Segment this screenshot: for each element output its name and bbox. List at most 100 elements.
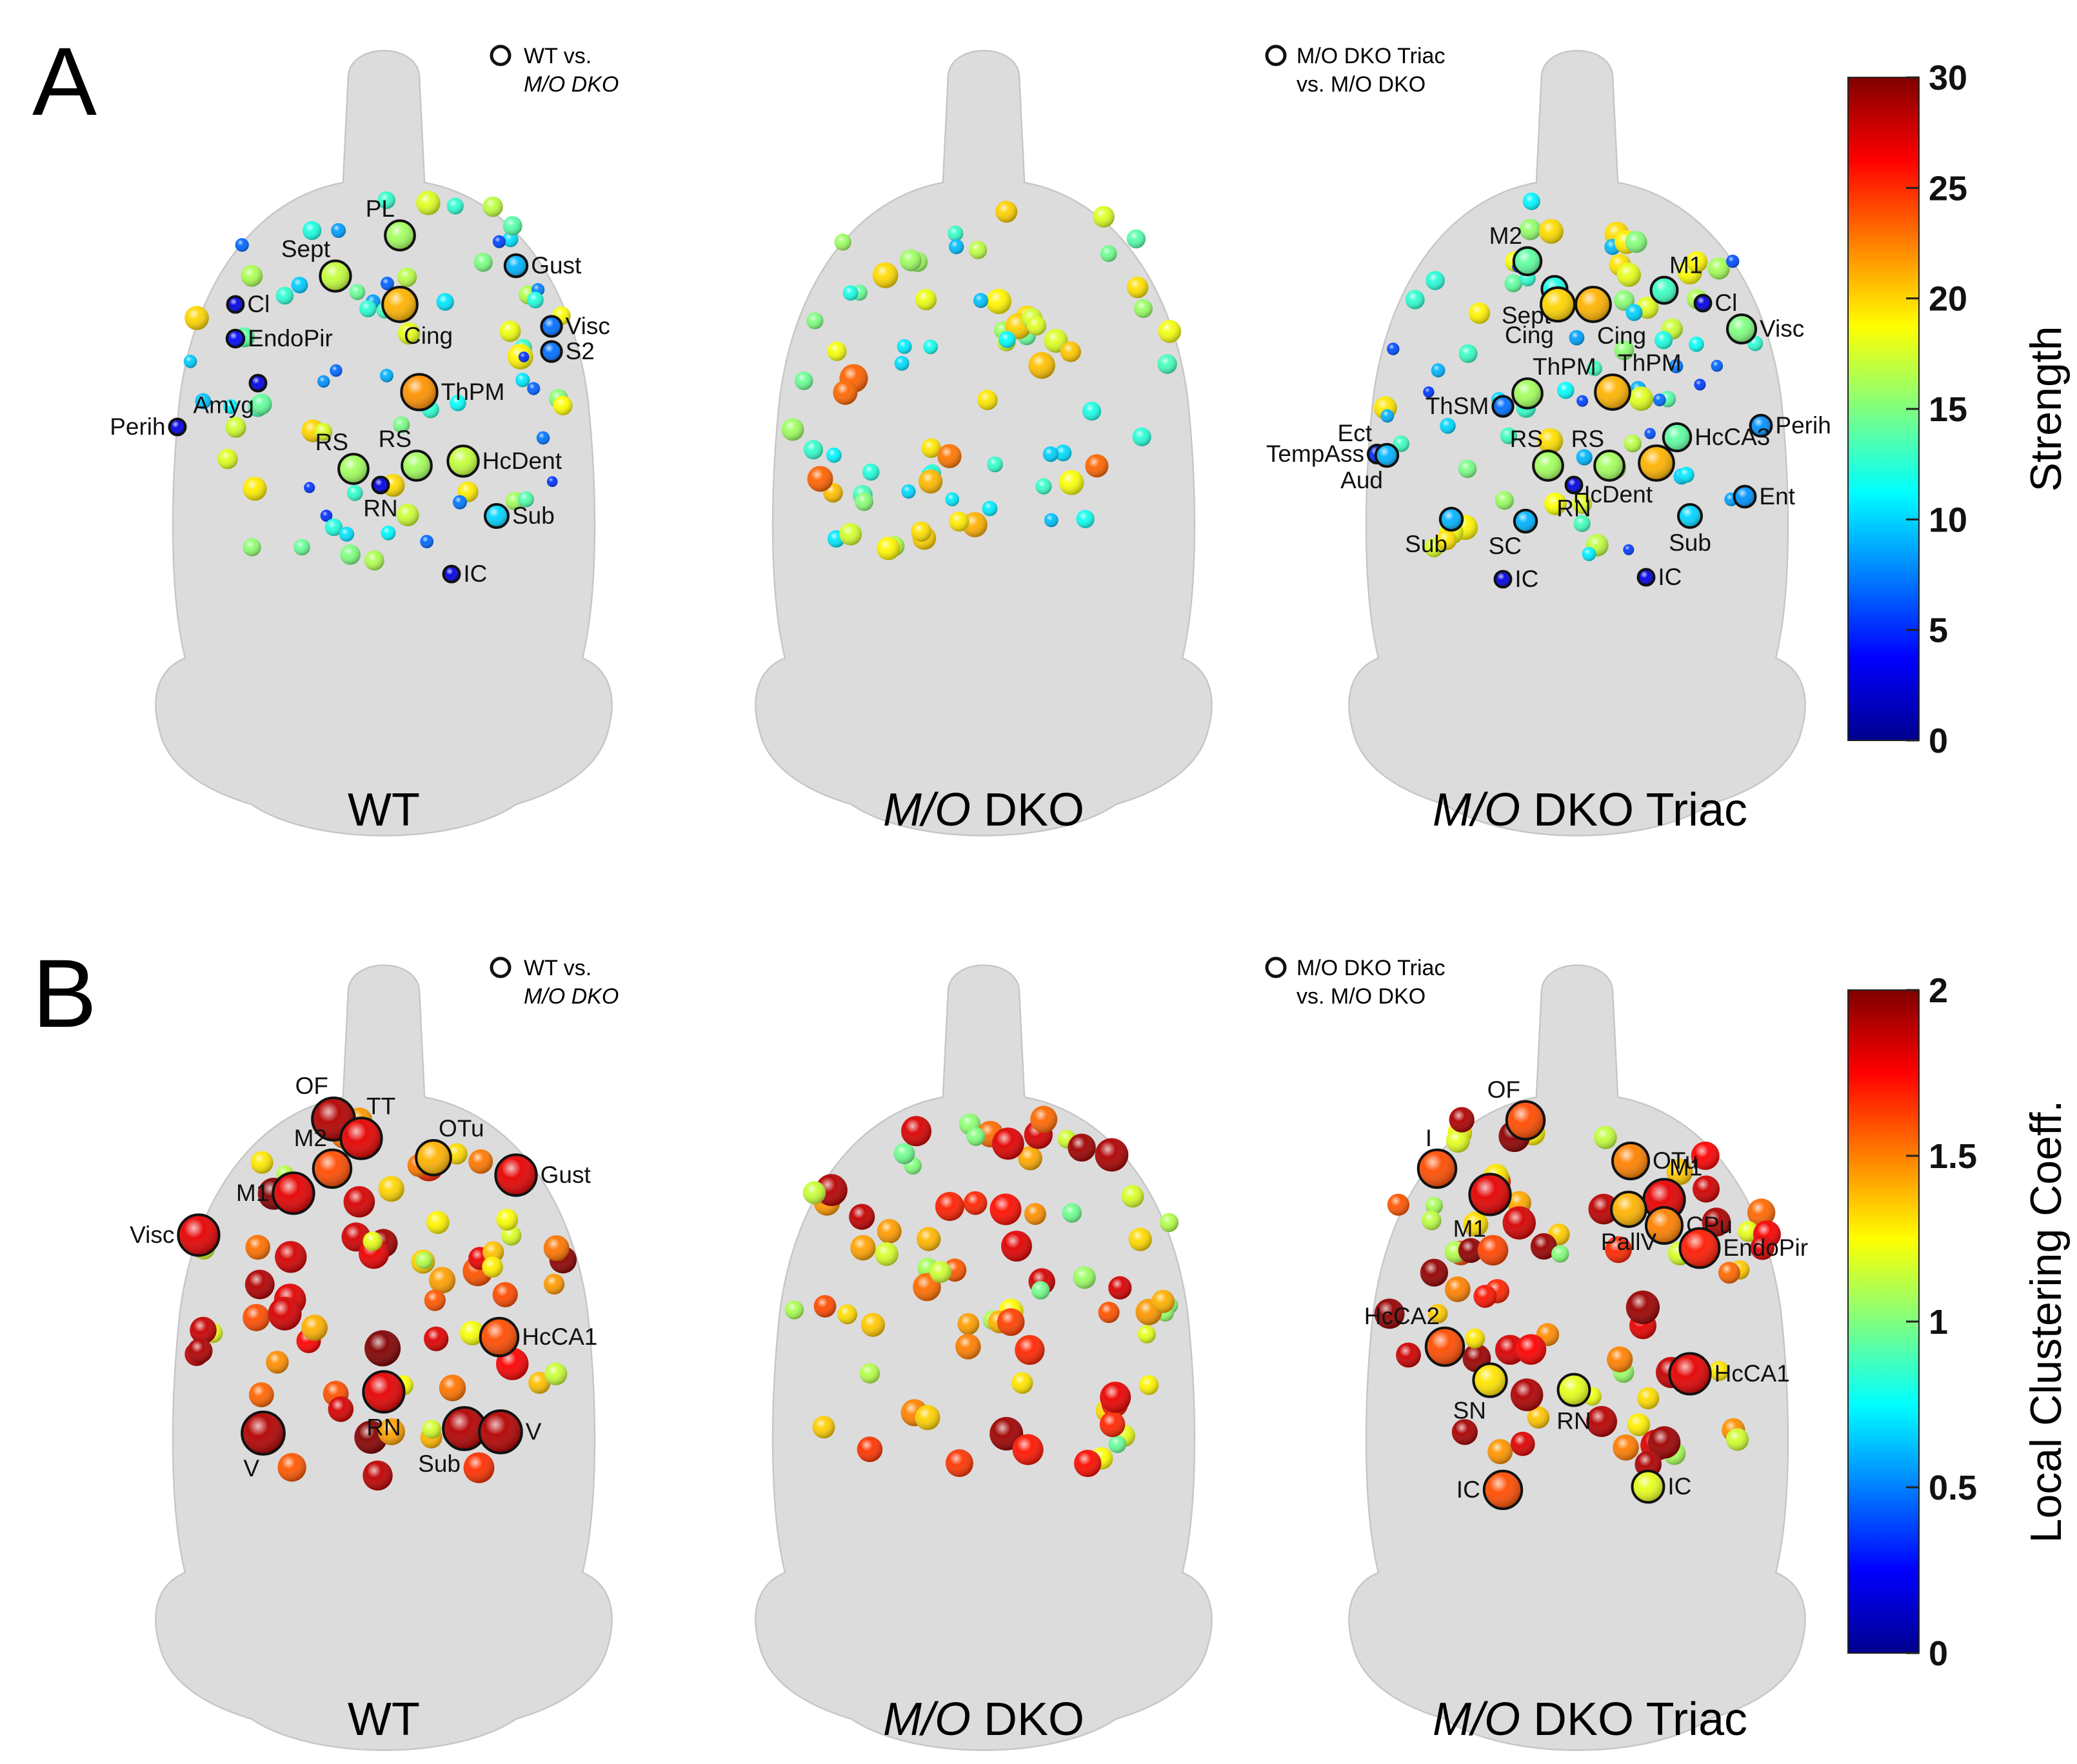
- brain-node: [268, 1296, 302, 1331]
- region-label: RN: [1556, 1407, 1591, 1434]
- colorbar-title: Strength: [2022, 326, 2071, 491]
- brain-node: [244, 1269, 275, 1300]
- region-label: IC: [1658, 564, 1682, 590]
- brain-node: [331, 223, 346, 238]
- legend-line1: M/O DKO Triac: [1297, 44, 1445, 68]
- legend-line2: vs. M/O DKO: [1297, 984, 1426, 1009]
- colorbar-tick-label: 0: [1929, 722, 1948, 760]
- brain-node: [340, 544, 361, 565]
- brain-node: [1451, 1419, 1478, 1445]
- brain-node: [195, 393, 212, 410]
- brain-node: [243, 477, 267, 501]
- brain-node: [1444, 1276, 1471, 1302]
- brain-node: [949, 511, 969, 532]
- brain-node: [1158, 320, 1182, 343]
- brain-node: [915, 288, 937, 311]
- region-label: OF: [1487, 1076, 1520, 1103]
- region-label: RS: [315, 429, 348, 455]
- highlighted-node: [1725, 313, 1758, 345]
- brain-node: [1616, 263, 1641, 287]
- brain-node: [1028, 352, 1055, 379]
- brain-node: [957, 1313, 980, 1335]
- brain-node: [962, 512, 988, 537]
- highlighted-node: [226, 295, 245, 314]
- brain-node: [837, 1304, 857, 1325]
- brain-node: [1502, 1206, 1536, 1240]
- brain-node: [802, 1181, 826, 1204]
- highlighted-node: [272, 1171, 315, 1215]
- brain-node: [250, 393, 272, 415]
- brain-node: [948, 239, 964, 255]
- brain-node: [1576, 449, 1593, 466]
- highlighted-node: [1472, 1362, 1508, 1398]
- brain-node: [803, 440, 824, 460]
- colorbar-tick-label: 10: [1929, 500, 1967, 539]
- brain-node: [378, 1176, 404, 1202]
- brain-node: [250, 1151, 273, 1174]
- brain-node: [1544, 492, 1567, 515]
- brain-node: [1707, 257, 1730, 280]
- highlighted-node: [540, 340, 563, 363]
- highlighted-node: [1438, 506, 1464, 532]
- brain-node: [872, 262, 899, 288]
- brain-node: [1629, 386, 1654, 411]
- highlighted-node: [1564, 475, 1584, 495]
- region-label: Visc: [566, 313, 610, 339]
- brain-node: [1157, 354, 1177, 374]
- brain-node: [1750, 1235, 1774, 1260]
- brain-node: [1504, 274, 1523, 293]
- brain-node: [1068, 1133, 1096, 1162]
- brain-node: [515, 373, 530, 388]
- highlighted-node: [400, 373, 439, 411]
- brain-node: [1393, 435, 1409, 452]
- brain-nodes: [781, 201, 1182, 560]
- brain-node: [266, 1351, 289, 1374]
- highlighted-node: [1610, 1191, 1647, 1228]
- brain-node: [482, 1241, 504, 1263]
- highlighted-node: [494, 1153, 538, 1197]
- highlighted-node: [1468, 1173, 1512, 1216]
- highlighted-node: [415, 1139, 452, 1176]
- highlighted-node: [177, 1213, 221, 1257]
- brain-node: [1689, 336, 1704, 352]
- brain-node: [857, 1436, 883, 1462]
- colorbar-b: 0 0.5 1 1.5 2 Local Clustering Coeff.: [1847, 971, 2071, 1673]
- brain-node: [1588, 1193, 1619, 1225]
- brain-node: [1691, 1141, 1720, 1170]
- highlighted-node: [1678, 1227, 1721, 1269]
- region-label: V: [526, 1418, 542, 1445]
- brain-node: [1151, 1289, 1175, 1313]
- brain-node: [314, 422, 333, 441]
- brain-node: [424, 1326, 449, 1351]
- region-label: SC: [1489, 533, 1522, 559]
- highlighted-node: [1374, 442, 1400, 468]
- brain-node: [989, 1193, 1022, 1225]
- brain-node: [359, 300, 377, 318]
- brain-node: [450, 395, 466, 411]
- brain-node: [1458, 344, 1478, 363]
- brain-node: [301, 1314, 328, 1341]
- region-label: M1: [1669, 252, 1702, 279]
- brain-node: [937, 444, 962, 468]
- brain-node: [877, 537, 900, 560]
- brain-node: [517, 491, 534, 508]
- highlighted-node: [1416, 1148, 1458, 1189]
- region-label: RS: [1571, 426, 1604, 452]
- brain-node: [842, 285, 859, 301]
- brain-node: [1093, 206, 1115, 228]
- brain-node: [1074, 1449, 1102, 1478]
- legend-line2: M/O DKO: [524, 72, 619, 97]
- brain-node: [986, 288, 1012, 314]
- highlighted-node: [503, 253, 529, 279]
- brain-node: [496, 1209, 519, 1231]
- brain-node: [275, 286, 294, 305]
- region-label: OF: [295, 1073, 328, 1099]
- brain-node: [1538, 219, 1564, 244]
- region-label: M2: [1489, 223, 1522, 249]
- region-label: TempAss: [1266, 441, 1364, 467]
- region-label: Gust: [531, 252, 582, 279]
- brain-node: [446, 197, 464, 215]
- panel-letter-b: B: [32, 939, 97, 1047]
- brain-node: [1473, 1285, 1497, 1308]
